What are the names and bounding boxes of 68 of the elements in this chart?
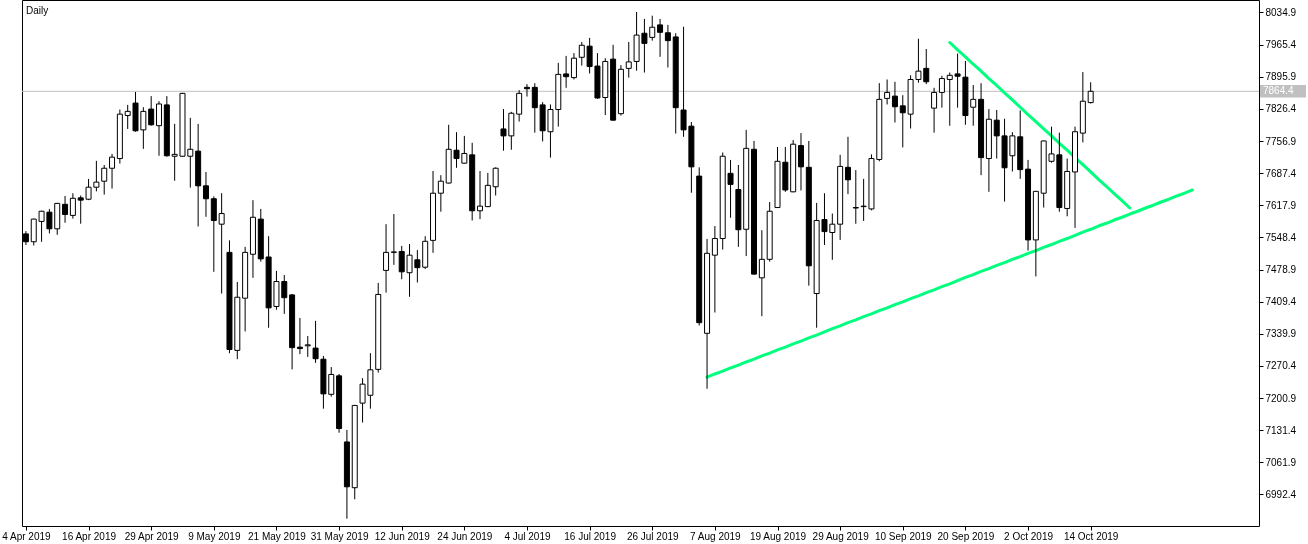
x-tick-label: 12 Jun 2019 (374, 530, 431, 542)
y-tick-label: 7895.9 (1265, 71, 1297, 83)
candlestick (711, 225, 718, 313)
y-tick-label: 7339.9 (1265, 328, 1297, 340)
y-tick-label: 7200.9 (1265, 392, 1297, 404)
candlestick (664, 24, 671, 68)
candlestick (383, 223, 390, 294)
x-tick-label: 7 Aug 2019 (690, 530, 742, 542)
candlestick (304, 335, 311, 358)
x-tick-label: 16 Apr 2019 (62, 530, 117, 542)
candlestick (931, 87, 938, 134)
ref-line-label: 7864.4 (1263, 85, 1295, 97)
x-tick-label: 24 Jun 2019 (437, 530, 493, 542)
y-tick-label: 7131.4 (1265, 424, 1297, 436)
candlestick (798, 132, 804, 191)
x-tick-label: 21 May 2019 (248, 530, 307, 542)
candlestick (891, 81, 898, 123)
x-tick-label: 2 Oct 2019 (1004, 530, 1054, 542)
candlestick (884, 78, 891, 105)
y-tick-label: 8034.9 (1265, 6, 1297, 18)
candlestick (852, 169, 859, 225)
x-tick-label: 29 Apr 2019 (124, 530, 180, 542)
candlestick (296, 317, 303, 355)
y-tick-label: 7270.4 (1265, 360, 1297, 372)
candlestick (516, 89, 523, 123)
x-tick-label: 29 Aug 2019 (812, 530, 870, 542)
x-tick-label: 14 Oct 2019 (1063, 530, 1119, 542)
y-tick-label: 7478.9 (1265, 264, 1297, 276)
candlestick (758, 229, 765, 317)
y-tick-label: 7687.4 (1265, 167, 1297, 179)
x-tick-label: 4 Apr 2019 (2, 530, 52, 542)
x-tick-label: 16 Jul 2019 (564, 530, 617, 542)
y-tick-label: 7826.4 (1265, 103, 1297, 115)
y-tick-label: 7617.9 (1265, 199, 1297, 211)
candlestick (844, 136, 851, 195)
candlestick (484, 172, 491, 208)
candlestick (570, 52, 577, 80)
candlestick (62, 195, 69, 224)
candlestick (109, 153, 116, 190)
x-tick-label: 31 May 2019 (310, 530, 369, 542)
candlestick (657, 18, 664, 58)
y-tick-label: 7756.9 (1265, 135, 1297, 147)
line-series (705, 188, 1194, 379)
candlestick (390, 213, 397, 266)
candlestick (938, 75, 945, 109)
y-tick-label: 6992.4 (1265, 488, 1297, 500)
y-tick-label: 7409.4 (1265, 296, 1297, 308)
x-tick-label: 19 Aug 2019 (749, 530, 807, 542)
candlestick (563, 55, 570, 89)
x-tick-label: 10 Sep 2019 (874, 530, 933, 542)
candlestick (69, 192, 76, 220)
x-tick-label: 26 Jul 2019 (626, 530, 680, 542)
candlestick (202, 171, 209, 218)
x-tick-label: 20 Sep 2019 (937, 530, 995, 542)
candlestick (312, 320, 319, 364)
candlestick (492, 166, 499, 197)
candlestick (523, 83, 530, 98)
candlestick (477, 170, 483, 220)
x-tick-label: 9 May 2019 (188, 530, 241, 542)
line-series (948, 40, 1132, 210)
y-tick-label: 7548.4 (1265, 231, 1297, 243)
candlestick (437, 174, 444, 213)
chart-title: Daily (26, 5, 49, 16)
candlestick (1087, 81, 1094, 105)
y-tick-label: 7061.9 (1265, 456, 1297, 468)
candlestick (156, 100, 163, 157)
y-tick-label: 7965.4 (1265, 39, 1297, 51)
x-tick-label: 4 Jul 2019 (504, 530, 551, 542)
